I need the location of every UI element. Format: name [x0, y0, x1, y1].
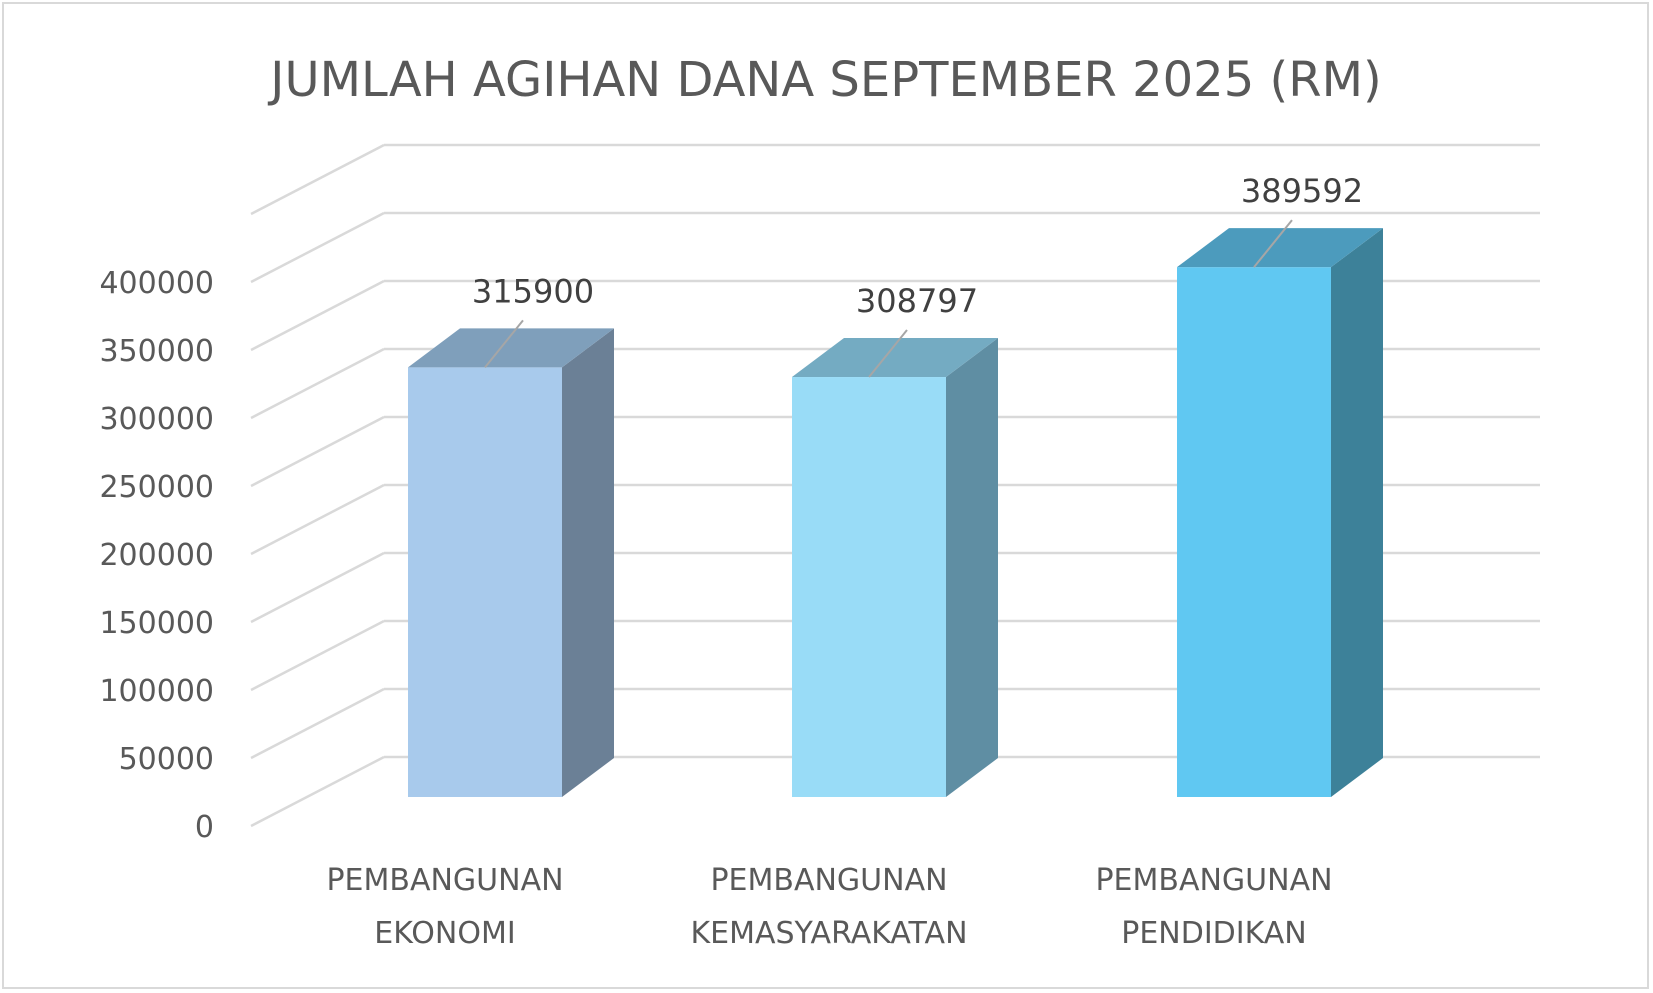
category-label: PEMBANGUNAN — [1095, 863, 1332, 898]
bar-front-face — [792, 377, 946, 797]
y-tick-label: 50000 — [119, 742, 214, 777]
y-tick-label: 300000 — [99, 402, 214, 437]
y-tick-label: 200000 — [99, 538, 214, 573]
data-label-leader — [484, 319, 524, 369]
category-label: KEMASYARAKATAN — [690, 916, 967, 951]
category-label: PEMBANGUNAN — [710, 863, 947, 898]
gridline-depth — [250, 415, 385, 488]
data-label-leader — [1253, 219, 1293, 268]
y-tick-label: 350000 — [99, 334, 214, 369]
category-label: EKONOMI — [374, 916, 515, 951]
bars — [408, 228, 1383, 797]
data-labels: 315900 308797 389592 — [472, 172, 1363, 378]
chart-title: JUMLAH AGIHAN DANA SEPTEMBER 2025 (RM) — [267, 52, 1381, 108]
bar-top-face — [1177, 228, 1383, 268]
data-label: 315900 — [472, 272, 594, 310]
y-tick-label: 400000 — [99, 266, 214, 301]
data-label: 389592 — [1241, 172, 1363, 210]
bar-front-face — [1177, 267, 1331, 797]
category-label: PEMBANGUNAN — [326, 863, 563, 898]
bar-side-face — [1331, 228, 1383, 797]
y-tick-label: 0 — [195, 810, 214, 845]
gridline-depth — [250, 143, 385, 216]
y-tick-label: 150000 — [99, 606, 214, 641]
bar-side-face — [562, 328, 614, 797]
bar — [792, 338, 998, 797]
bar — [1177, 228, 1383, 797]
category-label: PENDIDIKAN — [1121, 916, 1307, 951]
gridline-depth — [250, 551, 385, 624]
gridline-depth — [250, 211, 385, 284]
bar-front-face — [408, 367, 562, 797]
y-tick-label: 250000 — [99, 470, 214, 505]
bar — [408, 328, 614, 797]
bar-side-face — [946, 338, 998, 797]
data-label: 308797 — [856, 282, 978, 320]
gridline-depth — [250, 619, 385, 692]
bar-top-face — [408, 328, 614, 368]
y-axis-tick-labels: 0 50000 100000 150000 200000 250000 300000 3500… — [99, 266, 214, 845]
gridline-depth — [250, 347, 385, 420]
bar-top-face — [792, 338, 998, 378]
gridline-depth — [250, 755, 385, 828]
gridline-depth — [250, 687, 385, 760]
gridline-depth — [250, 279, 385, 352]
data-label-leader — [868, 329, 908, 378]
gridline-depth — [250, 483, 385, 556]
x-axis-category-labels: PEMBANGUNAN EKONOMI PEMBANGUNAN KEMASYARAKA… — [326, 863, 1332, 951]
y-tick-label: 100000 — [99, 674, 214, 709]
